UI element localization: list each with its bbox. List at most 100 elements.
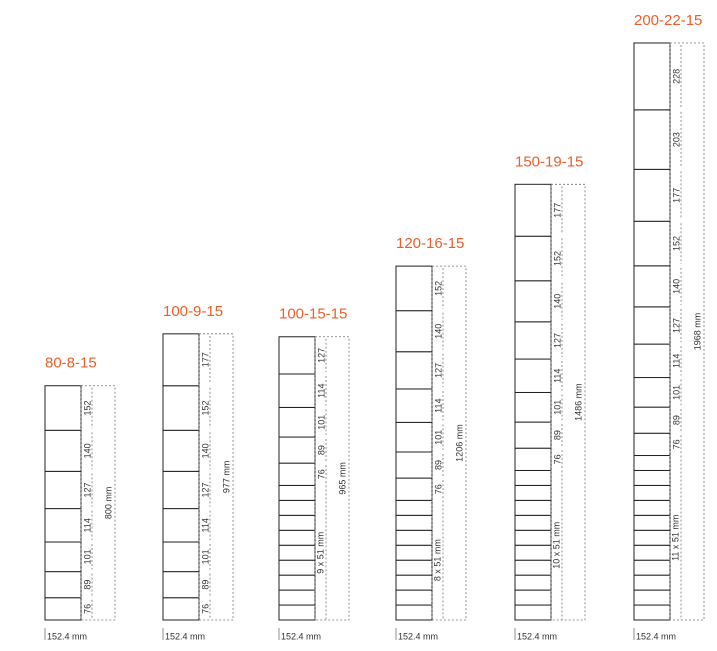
panel [44, 571, 82, 599]
panel [395, 451, 433, 479]
small-panel [633, 544, 671, 561]
total-bracket [669, 42, 705, 621]
small-panel [514, 559, 552, 576]
panel [633, 42, 671, 111]
panel [162, 597, 200, 621]
panel [514, 358, 552, 393]
segment-label: 177 [552, 203, 562, 218]
segment-label: 140 [82, 443, 92, 458]
small-panel [633, 559, 671, 576]
panel [514, 280, 552, 323]
small-label: 10 x 51 mm [551, 522, 561, 569]
segment-label: 114 [200, 518, 210, 532]
small-panel [633, 469, 671, 486]
panel [162, 385, 200, 431]
segment-label: 89 [82, 580, 92, 590]
segment-label: 76 [82, 604, 92, 614]
panel [633, 168, 671, 222]
segment-label: 89 [433, 460, 443, 470]
total-bracket [80, 385, 116, 621]
column-title: 150-19-15 [515, 153, 583, 170]
segment-label: 152 [200, 401, 210, 416]
small-label: 9 x 51 mm [315, 532, 325, 574]
panel [44, 429, 82, 472]
small-panel [278, 589, 316, 606]
small-panel [633, 529, 671, 546]
panel [514, 447, 552, 471]
segment-label: 89 [316, 445, 326, 455]
segment-label: 89 [552, 430, 562, 440]
panel [514, 391, 552, 423]
panel [278, 336, 316, 375]
panel [278, 462, 316, 486]
segment-label: 101 [316, 415, 326, 430]
segment-label: 101 [433, 430, 443, 445]
small-panel [278, 604, 316, 621]
small-panel [514, 514, 552, 531]
segment-label: 114 [552, 369, 562, 383]
small-panel [278, 529, 316, 546]
small-panel [395, 574, 433, 591]
segment-label: 76 [200, 604, 210, 614]
segment-label: 101 [200, 549, 210, 564]
segment-label: 127 [552, 333, 562, 348]
column-title: 100-15-15 [279, 306, 347, 323]
small-panel [278, 514, 316, 531]
panel [44, 597, 82, 621]
total-label: 1206 mm [454, 424, 464, 462]
segment-label: 203 [671, 132, 681, 147]
panel [633, 406, 671, 434]
small-panel [514, 544, 552, 561]
panel [278, 373, 316, 408]
small-panel [278, 559, 316, 576]
segment-label: 127 [671, 318, 681, 333]
panel [395, 388, 433, 423]
panel [633, 343, 671, 379]
segment-label: 228 [671, 69, 681, 84]
small-panel [633, 484, 671, 501]
total-label: 800 mm [103, 487, 113, 520]
small-panel [278, 574, 316, 591]
segment-label: 140 [433, 324, 443, 339]
small-panel [633, 455, 671, 471]
width-label: 152.4 mm [398, 631, 438, 641]
width-label: 152.4 mm [281, 631, 321, 641]
small-panel [514, 589, 552, 606]
small-panel [514, 499, 552, 516]
small-panel [278, 544, 316, 561]
panel [395, 310, 433, 353]
total-bracket [431, 265, 467, 621]
small-panel [633, 514, 671, 531]
panel [162, 541, 200, 573]
segment-label: 101 [82, 549, 92, 564]
small-panel [514, 604, 552, 621]
segment-label: 114 [433, 398, 443, 412]
segment-label: 127 [200, 482, 210, 497]
panel [395, 265, 433, 312]
small-panel [395, 514, 433, 531]
panel [44, 541, 82, 573]
panel [395, 477, 433, 501]
panel [44, 385, 82, 431]
segment-label: 76 [671, 439, 681, 449]
segment-label: 76 [316, 469, 326, 479]
small-panel [514, 574, 552, 591]
small-panel [395, 589, 433, 606]
total-bracket [314, 336, 350, 621]
segment-label: 89 [671, 415, 681, 425]
segment-label: 152 [82, 401, 92, 416]
column-title: 80-8-15 [45, 355, 97, 372]
segment-label: 140 [671, 279, 681, 294]
panel [514, 321, 552, 360]
panel [278, 406, 316, 438]
segment-label: 127 [316, 348, 326, 363]
small-label: 11 x 51 mm [670, 515, 680, 561]
small-panel [395, 499, 433, 516]
total-bracket [550, 183, 586, 621]
panel [162, 333, 200, 387]
segment-label: 127 [82, 482, 92, 497]
total-label: 965 mm [337, 462, 347, 495]
small-panel [633, 604, 671, 621]
panel [162, 571, 200, 599]
